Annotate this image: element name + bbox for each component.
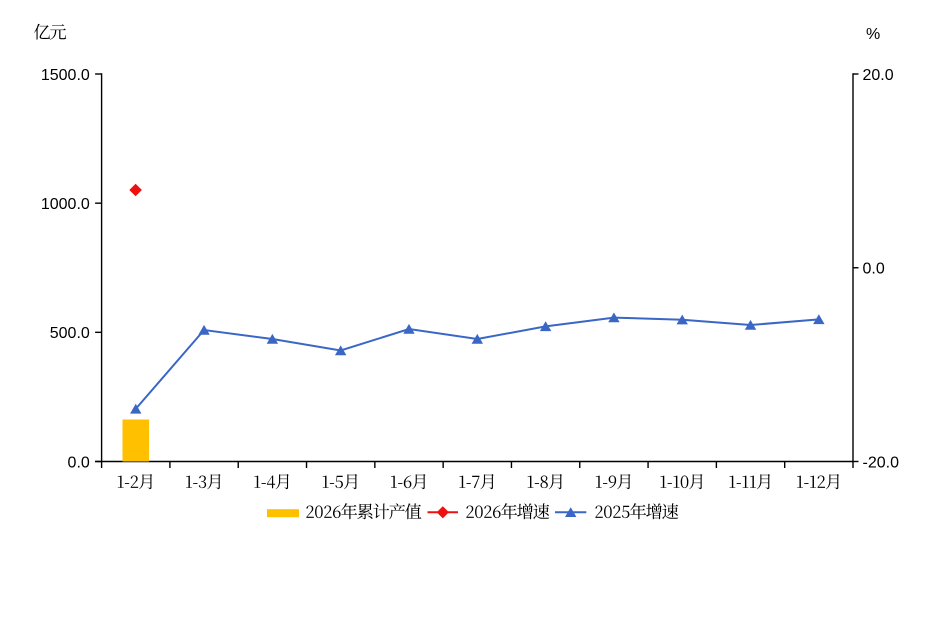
svg-text:1500.0: 1500.0	[41, 67, 90, 84]
svg-text:20.0: 20.0	[863, 67, 894, 84]
svg-text:500.0: 500.0	[50, 325, 90, 342]
svg-text:%: %	[866, 26, 880, 43]
svg-text:0.0: 0.0	[68, 454, 90, 471]
svg-text:0.0: 0.0	[863, 261, 885, 278]
svg-text:-20.0: -20.0	[863, 454, 900, 471]
svg-text:1000.0: 1000.0	[41, 196, 90, 213]
